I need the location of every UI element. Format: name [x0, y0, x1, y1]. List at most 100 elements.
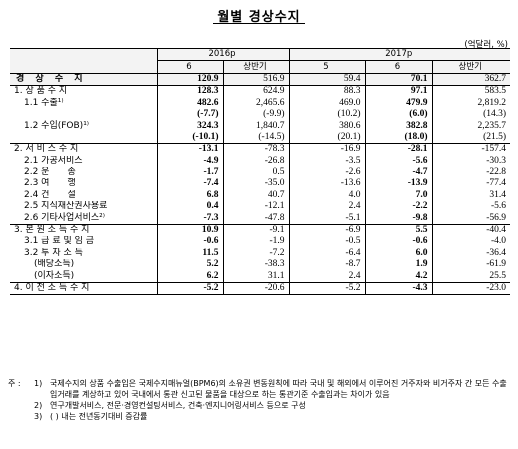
cell-value: -3.5 [288, 155, 365, 167]
row-label: 2. 서 비 스 수 지 [10, 143, 157, 156]
footnote-number: 3) [34, 412, 43, 421]
cell-value: 128.3 [156, 85, 223, 98]
footnote-mark: 주 : [8, 379, 21, 388]
cell-value: 4.0 [288, 189, 365, 202]
header-col-2016-6: 6 [156, 60, 223, 74]
cell-value: -6.4 [288, 247, 365, 260]
table-row: 3.2 투 자 소 득 11.5 -7.2 -6.4 6.0 -36.4 [10, 247, 511, 260]
cell-value: (21.5) [431, 131, 511, 144]
table-row: 경 상 수 지 120.9 516.9 59.4 70.1 362.7 [10, 73, 511, 86]
cell-value: -26.8 [222, 155, 289, 167]
cell-value: 88.3 [288, 85, 365, 98]
row-label: 2.2 운 송 [24, 167, 76, 178]
cell-value: 5.2 [156, 259, 223, 271]
cell-value: 6.2 [156, 270, 223, 283]
row-label: 4. 이 전 소 득 수 지 [10, 281, 157, 296]
footnote-text: 국제수지의 상품 수출입은 국제수지매뉴얼(BPM6)의 소유권 변동원칙에 따… [50, 379, 507, 399]
cell-value: -0.6 [364, 236, 432, 248]
cell-value: -5.2 [288, 281, 365, 296]
cell-value: -13.1 [156, 143, 223, 156]
row-label: 2.6 기타사업서비스²⁾ [24, 212, 105, 223]
row-label: (배당소득) [34, 259, 75, 270]
cell-value: 362.7 [431, 73, 511, 86]
cell-value: -20.6 [222, 281, 289, 296]
cell-value: -38.3 [222, 259, 289, 271]
header-year-row: 2016p 2017p [10, 47, 511, 62]
cell-value: 380.6 [288, 120, 365, 132]
header-period-row: 6 상반기 5 6 상반기 [10, 60, 511, 74]
cell-value: 0.4 [156, 201, 223, 213]
cell-value: -13.6 [288, 178, 365, 190]
row-label: 1.1 수출¹⁾ [24, 97, 64, 108]
table-row: 1. 상 품 수 지 128.3 624.9 88.3 97.1 583.5 [10, 85, 511, 98]
current-account-table: 2016p 2017p 6 상반기 5 6 상반기 경 상 수 지 120.9 51… [10, 47, 511, 296]
unit-label: (억달러, %) [464, 40, 508, 50]
cell-value: 1.9 [364, 259, 432, 271]
row-label: 2.5 지식재산권사용료 [24, 201, 108, 212]
cell-value: (10.2) [288, 108, 365, 121]
cell-value: -5.2 [156, 281, 223, 296]
cell-value: 1,840.7 [222, 120, 289, 132]
row-label [10, 109, 157, 120]
page-title: 월별 경상수지 [217, 10, 301, 25]
row-label: 3.2 투 자 소 득 [24, 247, 83, 258]
table-row: 1.2 수입(FOB)¹⁾ 324.3 1,840.7 380.6 382.8 2,235… [10, 120, 511, 132]
table-row: 2. 서 비 스 수 지 -13.1 -78.3 -16.9 -28.1 -157.4 [10, 143, 511, 156]
header-year-2017: 2017p [288, 47, 511, 62]
cell-value: -2.6 [288, 166, 365, 179]
cell-value: 2,465.6 [222, 97, 289, 109]
footnote-number: 1) [34, 379, 43, 388]
cell-value: -0.6 [156, 236, 223, 248]
cell-value: (-9.9) [222, 108, 289, 121]
row-label: 2.4 건 설 [24, 189, 76, 200]
row-label: 경 상 수 지 [16, 73, 87, 84]
table-row: 2.6 기타사업서비스²⁾ -7.3 -47.8 -5.1 -9.8 -56.9 [10, 212, 511, 225]
cell-value: (20.1) [288, 131, 365, 144]
table-row: 3. 본 원 소 득 수 지 10.9 -9.1 -6.9 5.5 -40.4 [10, 223, 511, 237]
footnote-text: 연구개발서비스, 전문·경영컨설팅서비스, 건축·엔지니어링서비스 등으로 구성 [50, 401, 306, 410]
cell-value: 2.4 [288, 270, 365, 283]
table-row: 4. 이 전 소 득 수 지 -5.2 -20.6 -5.2 -4.3 -23.0 [10, 281, 511, 296]
cell-value: 4.2 [364, 270, 432, 283]
cell-value: -7.3 [156, 212, 223, 225]
cell-value: 583.5 [431, 85, 511, 98]
cell-value: 324.3 [156, 120, 223, 132]
cell-value: -4.3 [364, 281, 432, 296]
cell-value: 25.5 [431, 270, 511, 283]
cell-value: -56.9 [431, 212, 511, 225]
cell-value: 5.5 [364, 223, 432, 237]
cell-value: 7.0 [364, 189, 432, 202]
cell-value: 0.5 [222, 166, 289, 179]
cell-value: -5.1 [288, 212, 365, 225]
row-label: 1. 상 품 수 지 [10, 85, 157, 98]
cell-value: -61.9 [431, 259, 511, 271]
table-row: 3.1 급 료 및 임 금 -0.6 -1.9 -0.5 -0.6 -4.0 [10, 236, 511, 248]
footnotes: 주 : 1) 국제수지의 상품 수출입은 국제수지매뉴얼(BPM6)의 소유권 … [8, 378, 513, 422]
cell-value: 482.6 [156, 97, 223, 109]
cell-value: 516.9 [222, 73, 289, 86]
cell-value: -1.7 [156, 166, 223, 179]
row-label: 2.3 여 행 [24, 178, 76, 189]
cell-value: (-14.5) [222, 131, 289, 144]
cell-value: 97.1 [364, 85, 432, 98]
cell-value: 469.0 [288, 97, 365, 109]
cell-value: -13.9 [364, 178, 432, 190]
table-row: 2.2 운 송 -1.7 0.5 -2.6 -4.7 -22.8 [10, 166, 511, 179]
cell-value: 59.4 [288, 73, 365, 86]
cell-value: -9.8 [364, 212, 432, 225]
table-row: 2.1 가공서비스 -4.9 -26.8 -3.5 -5.6 -30.3 [10, 155, 511, 167]
cell-value: -1.9 [222, 236, 289, 248]
table-row: 2.5 지식재산권사용료 0.4 -12.1 2.4 -2.2 -5.6 [10, 201, 511, 213]
cell-value: -28.1 [364, 143, 432, 156]
cell-value: 120.9 [156, 73, 223, 86]
cell-value: 2.4 [288, 201, 365, 213]
cell-value: 70.1 [364, 73, 432, 86]
cell-value: (-7.7) [156, 108, 223, 121]
table-row: (-7.7) (-9.9) (10.2) (6.0) (14.3) [10, 108, 511, 121]
cell-value: -157.4 [431, 143, 511, 156]
row-label: 3. 본 원 소 득 수 지 [10, 223, 157, 237]
cell-value: -0.5 [288, 236, 365, 248]
cell-value: 382.8 [364, 120, 432, 132]
footnote-1: 주 : 1) 국제수지의 상품 수출입은 국제수지매뉴얼(BPM6)의 소유권 … [8, 378, 513, 400]
cell-value: -5.6 [431, 201, 511, 213]
